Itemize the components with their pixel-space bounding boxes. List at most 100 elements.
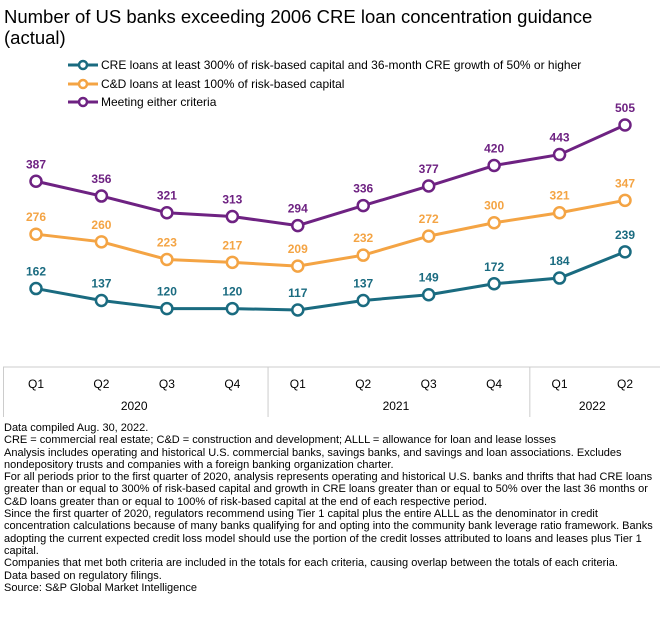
data-point bbox=[225, 301, 240, 316]
data-label: 223 bbox=[157, 235, 177, 249]
x-axis-tick-label: Q4 bbox=[224, 377, 240, 391]
data-point bbox=[552, 271, 567, 285]
x-axis-tick-label: Q3 bbox=[421, 377, 437, 391]
x-axis-year-label: 2020 bbox=[121, 399, 148, 413]
x-axis-tick-label: Q1 bbox=[28, 377, 44, 391]
data-label: 172 bbox=[484, 260, 504, 274]
x-axis-tick-label: Q2 bbox=[93, 377, 109, 391]
data-point bbox=[487, 158, 501, 173]
data-point bbox=[225, 255, 240, 270]
data-point bbox=[421, 179, 436, 193]
data-label: 217 bbox=[222, 238, 242, 252]
data-label: 137 bbox=[353, 276, 373, 290]
data-point bbox=[160, 301, 174, 316]
data-point bbox=[356, 248, 370, 262]
data-point bbox=[552, 205, 567, 220]
series-0: 162 137 120 120 117 137 149 172 184 239 bbox=[26, 228, 635, 317]
x-axis-tick-label: Q4 bbox=[486, 377, 502, 391]
data-label: 321 bbox=[550, 189, 570, 203]
x-axis-tick-label: Q2 bbox=[355, 377, 371, 391]
data-point bbox=[291, 303, 305, 317]
legend-marker-cd-icon bbox=[68, 78, 98, 89]
data-point bbox=[94, 189, 109, 203]
footnote-line: CRE = commercial real estate; C&D = cons… bbox=[4, 434, 557, 447]
data-label: 300 bbox=[484, 199, 504, 213]
data-point bbox=[160, 252, 174, 267]
legend-label-cd: C&D loans at least 100% of risk-based ca… bbox=[101, 76, 345, 91]
legend-item-cre: CRE loans at least 300% of risk-based ca… bbox=[68, 56, 581, 75]
data-point bbox=[291, 218, 305, 233]
footnote-line: Data compiled Aug. 30, 2022. bbox=[4, 422, 149, 434]
legend-label-either: Meeting either criteria bbox=[101, 95, 217, 110]
legend-item-either: Meeting either criteria bbox=[68, 93, 581, 112]
data-point bbox=[29, 227, 43, 241]
x-axis-tick-label: Q3 bbox=[159, 377, 175, 391]
data-label: 137 bbox=[91, 276, 111, 290]
x-axis-tick-label: Q1 bbox=[552, 377, 568, 391]
data-point bbox=[552, 147, 567, 162]
data-label: 276 bbox=[26, 210, 46, 224]
data-point bbox=[356, 293, 370, 308]
data-point bbox=[356, 198, 370, 213]
data-label: 149 bbox=[419, 271, 439, 285]
data-point bbox=[487, 277, 501, 291]
data-point bbox=[421, 287, 436, 302]
legend-item-cd: C&D loans at least 100% of risk-based ca… bbox=[68, 75, 581, 94]
series-2: 387 356 321 313 294 336 377 420 443 505 bbox=[26, 101, 635, 233]
data-label: 347 bbox=[615, 176, 635, 190]
footnote-line: Data based on regulatory filings. bbox=[4, 569, 162, 582]
footnote-line: For all periods prior to the first quart… bbox=[4, 471, 653, 508]
x-axis-year-label: 2022 bbox=[579, 399, 606, 413]
data-label: 420 bbox=[484, 142, 504, 156]
legend-marker-cre-icon bbox=[68, 60, 98, 71]
data-label: 272 bbox=[419, 212, 439, 226]
data-label: 377 bbox=[419, 162, 439, 176]
data-point bbox=[29, 281, 43, 296]
data-label: 356 bbox=[91, 172, 111, 186]
series-line bbox=[35, 123, 626, 228]
data-point bbox=[160, 205, 174, 220]
footnote-line: Source: S&P Global Market Intelligence bbox=[4, 581, 198, 594]
data-label: 294 bbox=[288, 202, 308, 216]
data-point bbox=[618, 245, 632, 259]
data-label: 260 bbox=[91, 218, 111, 232]
data-point bbox=[225, 209, 240, 224]
chart-title: Number of US banks exceeding 2006 CRE lo… bbox=[4, 6, 593, 48]
data-point bbox=[94, 235, 109, 249]
data-label: 184 bbox=[550, 254, 570, 268]
footnotes: Data compiled Aug. 30, 2022. CRE = commer… bbox=[4, 422, 660, 594]
series-1: 276 260 223 217 209 232 272 300 321 347 bbox=[26, 176, 635, 273]
data-point bbox=[618, 118, 632, 132]
data-label: 162 bbox=[26, 265, 46, 279]
data-label: 443 bbox=[550, 131, 570, 145]
series-line bbox=[35, 250, 626, 312]
x-axis-tick-label: Q2 bbox=[617, 377, 633, 391]
series-line bbox=[35, 198, 626, 268]
legend: CRE loans at least 300% of risk-based ca… bbox=[68, 56, 581, 112]
data-point bbox=[291, 259, 305, 273]
data-label: 313 bbox=[222, 193, 242, 207]
data-point bbox=[487, 215, 501, 230]
data-label: 120 bbox=[157, 285, 177, 299]
data-label: 239 bbox=[615, 228, 635, 242]
x-axis-tick-label: Q1 bbox=[290, 377, 306, 391]
data-label: 232 bbox=[353, 231, 373, 245]
data-label: 120 bbox=[222, 285, 242, 299]
data-label: 209 bbox=[288, 242, 308, 256]
data-point bbox=[94, 293, 109, 308]
line-chart: 2020 2021 2022 Q1 Q2 Q3 Q4 Q1 Q2 Q3 Q4 Q1 Q2 162 137 12… bbox=[3, 101, 660, 417]
data-label: 336 bbox=[353, 182, 373, 196]
data-label: 321 bbox=[157, 189, 177, 203]
data-label: 387 bbox=[26, 157, 46, 171]
data-label: 117 bbox=[288, 286, 308, 300]
legend-marker-either-icon bbox=[68, 97, 98, 108]
data-point bbox=[421, 229, 436, 243]
footnote-line: Analysis includes operating and historic… bbox=[4, 446, 622, 471]
footnote-line: Since the first quarter of 2020, regulat… bbox=[4, 508, 653, 557]
data-point bbox=[618, 193, 632, 208]
footnote-line: Companies that met both criteria are inc… bbox=[4, 557, 618, 570]
data-point bbox=[29, 174, 43, 189]
data-label: 505 bbox=[615, 101, 635, 115]
legend-label-cre: CRE loans at least 300% of risk-based ca… bbox=[101, 58, 582, 73]
x-axis-year-label: 2021 bbox=[383, 399, 410, 413]
